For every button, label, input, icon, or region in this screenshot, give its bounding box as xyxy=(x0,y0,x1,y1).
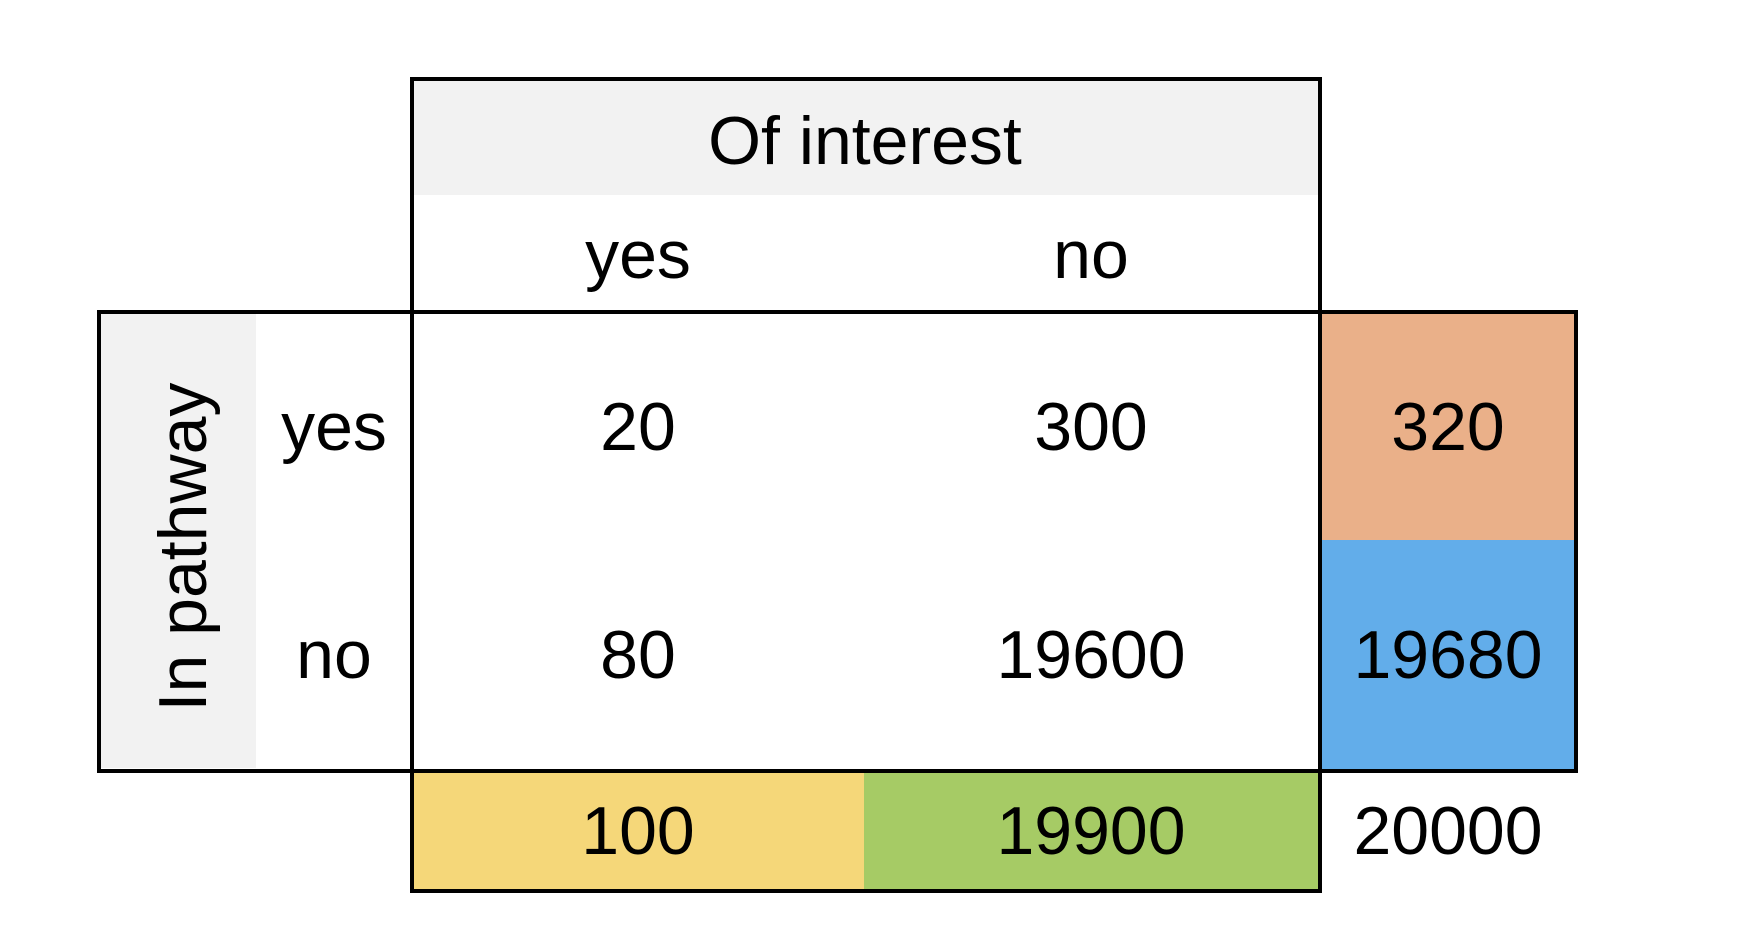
column-totals-box xyxy=(410,769,1322,893)
col-label-no: no xyxy=(1053,217,1129,293)
column-header-background xyxy=(412,79,1318,195)
cell-yes-no: 300 xyxy=(1034,389,1148,465)
row-total-yes: 320 xyxy=(1391,389,1505,465)
row-header-label: In pathway xyxy=(145,382,221,712)
row-label-yes: yes xyxy=(281,389,387,465)
col-label-yes: yes xyxy=(585,217,691,293)
cell-no-no: 19600 xyxy=(996,617,1186,693)
col-total-no: 19900 xyxy=(996,793,1186,869)
col-total-yes-fill xyxy=(412,772,864,890)
cell-yes-yes: 20 xyxy=(600,389,676,465)
row-header-background xyxy=(101,314,256,768)
row-totals-box xyxy=(1318,310,1578,773)
cell-no-yes: 80 xyxy=(600,617,676,693)
row-label-no: no xyxy=(296,617,372,693)
row-total-no: 19680 xyxy=(1353,617,1543,693)
grand-total: 20000 xyxy=(1353,793,1543,869)
row-total-no-fill xyxy=(1318,540,1574,770)
column-header-label: Of interest xyxy=(708,103,1022,179)
row-total-yes-fill xyxy=(1318,314,1574,540)
col-total-yes: 100 xyxy=(581,793,695,869)
col-total-no-fill xyxy=(864,772,1318,890)
